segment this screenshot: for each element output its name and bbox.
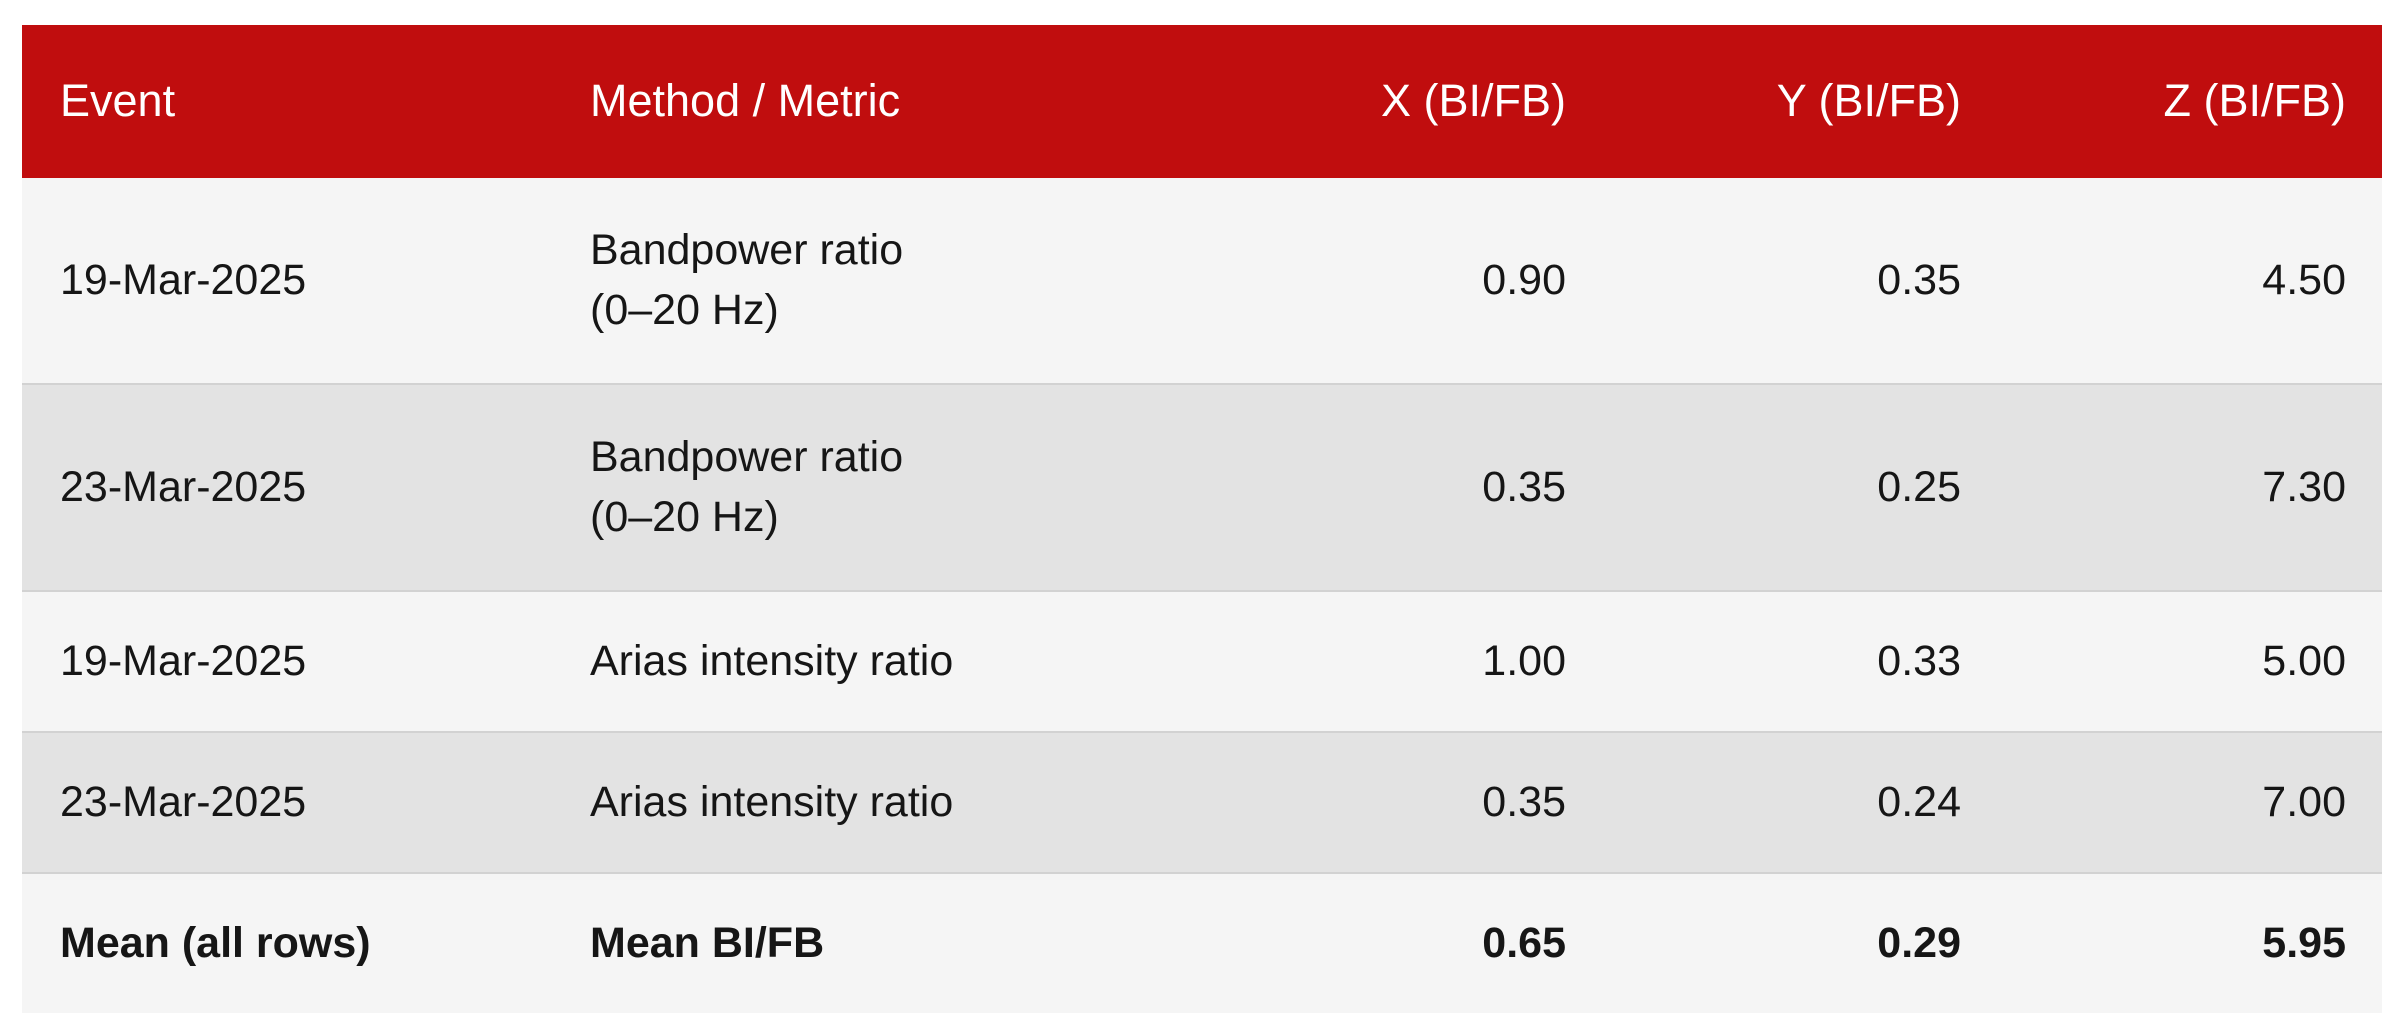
method-cell: Bandpower ratio (0–20 Hz) (552, 383, 1162, 590)
y-value-cell: 0.24 (1602, 731, 1997, 872)
header-row: Event Method / Metric X (BI/FB) Y (BI/FB… (22, 25, 2382, 178)
x-value-cell: 0.35 (1162, 731, 1602, 872)
y-value-cell: 0.25 (1602, 383, 1997, 590)
column-header-method: Method / Metric (552, 25, 1162, 178)
z-value-cell: 7.30 (1997, 383, 2382, 590)
z-value-cell: 7.00 (1997, 731, 2382, 872)
event-cell: 23-Mar-2025 (22, 731, 552, 872)
y-value-cell: 0.35 (1602, 178, 1997, 383)
table-row: 23-Mar-2025 Arias intensity ratio 0.35 0… (22, 731, 2382, 872)
z-value-cell: 4.50 (1997, 178, 2382, 383)
table-row: 19-Mar-2025 Arias intensity ratio 1.00 0… (22, 590, 2382, 731)
summary-row: Mean (all rows) Mean BI/FB 0.65 0.29 5.9… (22, 872, 2382, 1013)
table-header: Event Method / Metric X (BI/FB) Y (BI/FB… (22, 25, 2382, 178)
column-header-z: Z (BI/FB) (1997, 25, 2382, 178)
event-cell: 19-Mar-2025 (22, 590, 552, 731)
method-cell: Arias intensity ratio (552, 731, 1162, 872)
y-value-cell: 0.29 (1602, 872, 1997, 1013)
x-value-cell: 0.35 (1162, 383, 1602, 590)
table-row: 19-Mar-2025 Bandpower ratio (0–20 Hz) 0.… (22, 178, 2382, 383)
table-body: 19-Mar-2025 Bandpower ratio (0–20 Hz) 0.… (22, 178, 2382, 1013)
x-value-cell: 0.90 (1162, 178, 1602, 383)
bi-fb-ratio-table: Event Method / Metric X (BI/FB) Y (BI/FB… (22, 25, 2382, 1013)
event-cell: Mean (all rows) (22, 872, 552, 1013)
method-cell: Arias intensity ratio (552, 590, 1162, 731)
column-header-event: Event (22, 25, 552, 178)
column-header-y: Y (BI/FB) (1602, 25, 1997, 178)
event-cell: 19-Mar-2025 (22, 178, 552, 383)
method-cell: Mean BI/FB (552, 872, 1162, 1013)
method-cell: Bandpower ratio (0–20 Hz) (552, 178, 1162, 383)
y-value-cell: 0.33 (1602, 590, 1997, 731)
x-value-cell: 0.65 (1162, 872, 1602, 1013)
z-value-cell: 5.95 (1997, 872, 2382, 1013)
event-cell: 23-Mar-2025 (22, 383, 552, 590)
x-value-cell: 1.00 (1162, 590, 1602, 731)
table-row: 23-Mar-2025 Bandpower ratio (0–20 Hz) 0.… (22, 383, 2382, 590)
z-value-cell: 5.00 (1997, 590, 2382, 731)
ratio-table-container: Event Method / Metric X (BI/FB) Y (BI/FB… (22, 25, 2382, 1013)
column-header-x: X (BI/FB) (1162, 25, 1602, 178)
